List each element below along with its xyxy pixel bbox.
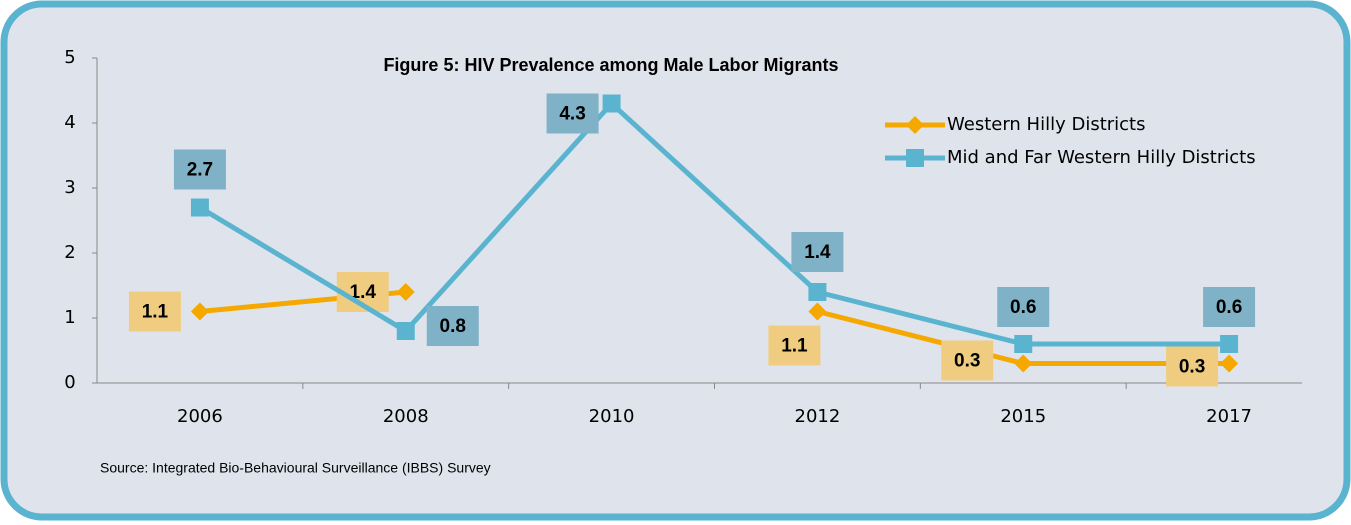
y-tick-label: 0	[64, 372, 75, 393]
data-label: 1.4	[804, 242, 831, 263]
x-tick-label: 2010	[589, 406, 635, 427]
label-box	[1203, 287, 1256, 327]
legend-marker	[906, 116, 924, 134]
label-box	[997, 287, 1050, 327]
source-note: Source: Integrated Bio-Behavioural Surve…	[100, 460, 491, 476]
x-tick-label: 2012	[795, 406, 841, 427]
point	[190, 198, 209, 217]
data-label: 1.1	[142, 302, 169, 323]
y-tick-label: 4	[64, 112, 75, 133]
label-box	[128, 291, 181, 332]
legend-label: Western Hilly Districts	[947, 114, 1145, 135]
data-label: 0.3	[954, 351, 980, 372]
point	[808, 283, 827, 301]
label-box	[768, 325, 821, 366]
data-label: 4.3	[559, 104, 585, 125]
point	[1014, 335, 1033, 353]
label-box	[791, 232, 844, 272]
y-tick-label: 1	[64, 307, 75, 328]
data-label: 0.6	[1216, 297, 1242, 318]
point	[190, 302, 209, 321]
point	[396, 322, 415, 340]
data-label: 2.7	[187, 160, 213, 181]
point	[1220, 354, 1239, 373]
label-box	[546, 93, 599, 134]
data-label: 1.4	[350, 282, 377, 303]
point	[602, 94, 621, 113]
point	[1014, 354, 1033, 373]
y-tick-label: 2	[64, 242, 75, 263]
point	[808, 302, 827, 321]
label-box	[941, 340, 994, 381]
series-line	[198, 99, 1230, 347]
chart-title: Figure 5: HIV Prevalence among Male Labo…	[383, 55, 838, 75]
point	[1220, 335, 1239, 353]
x-tick-label: 2006	[177, 406, 223, 427]
y-tick-label: 5	[64, 47, 75, 68]
legend-marker	[906, 149, 924, 167]
legend-label: Mid and Far Western Hilly Districts	[947, 147, 1256, 168]
x-tick-label: 2015	[1000, 406, 1046, 427]
label-box	[173, 149, 226, 190]
y-tick-label: 3	[64, 177, 75, 198]
data-label: 0.3	[1179, 357, 1205, 378]
label-box	[1166, 346, 1219, 387]
data-label: 1.1	[781, 336, 808, 357]
x-tick-label: 2017	[1206, 406, 1252, 427]
data-label: 0.6	[1010, 297, 1036, 318]
data-label: 0.8	[440, 316, 466, 337]
label-box	[426, 306, 479, 346]
x-tick-label: 2008	[383, 406, 429, 427]
point	[396, 283, 415, 301]
